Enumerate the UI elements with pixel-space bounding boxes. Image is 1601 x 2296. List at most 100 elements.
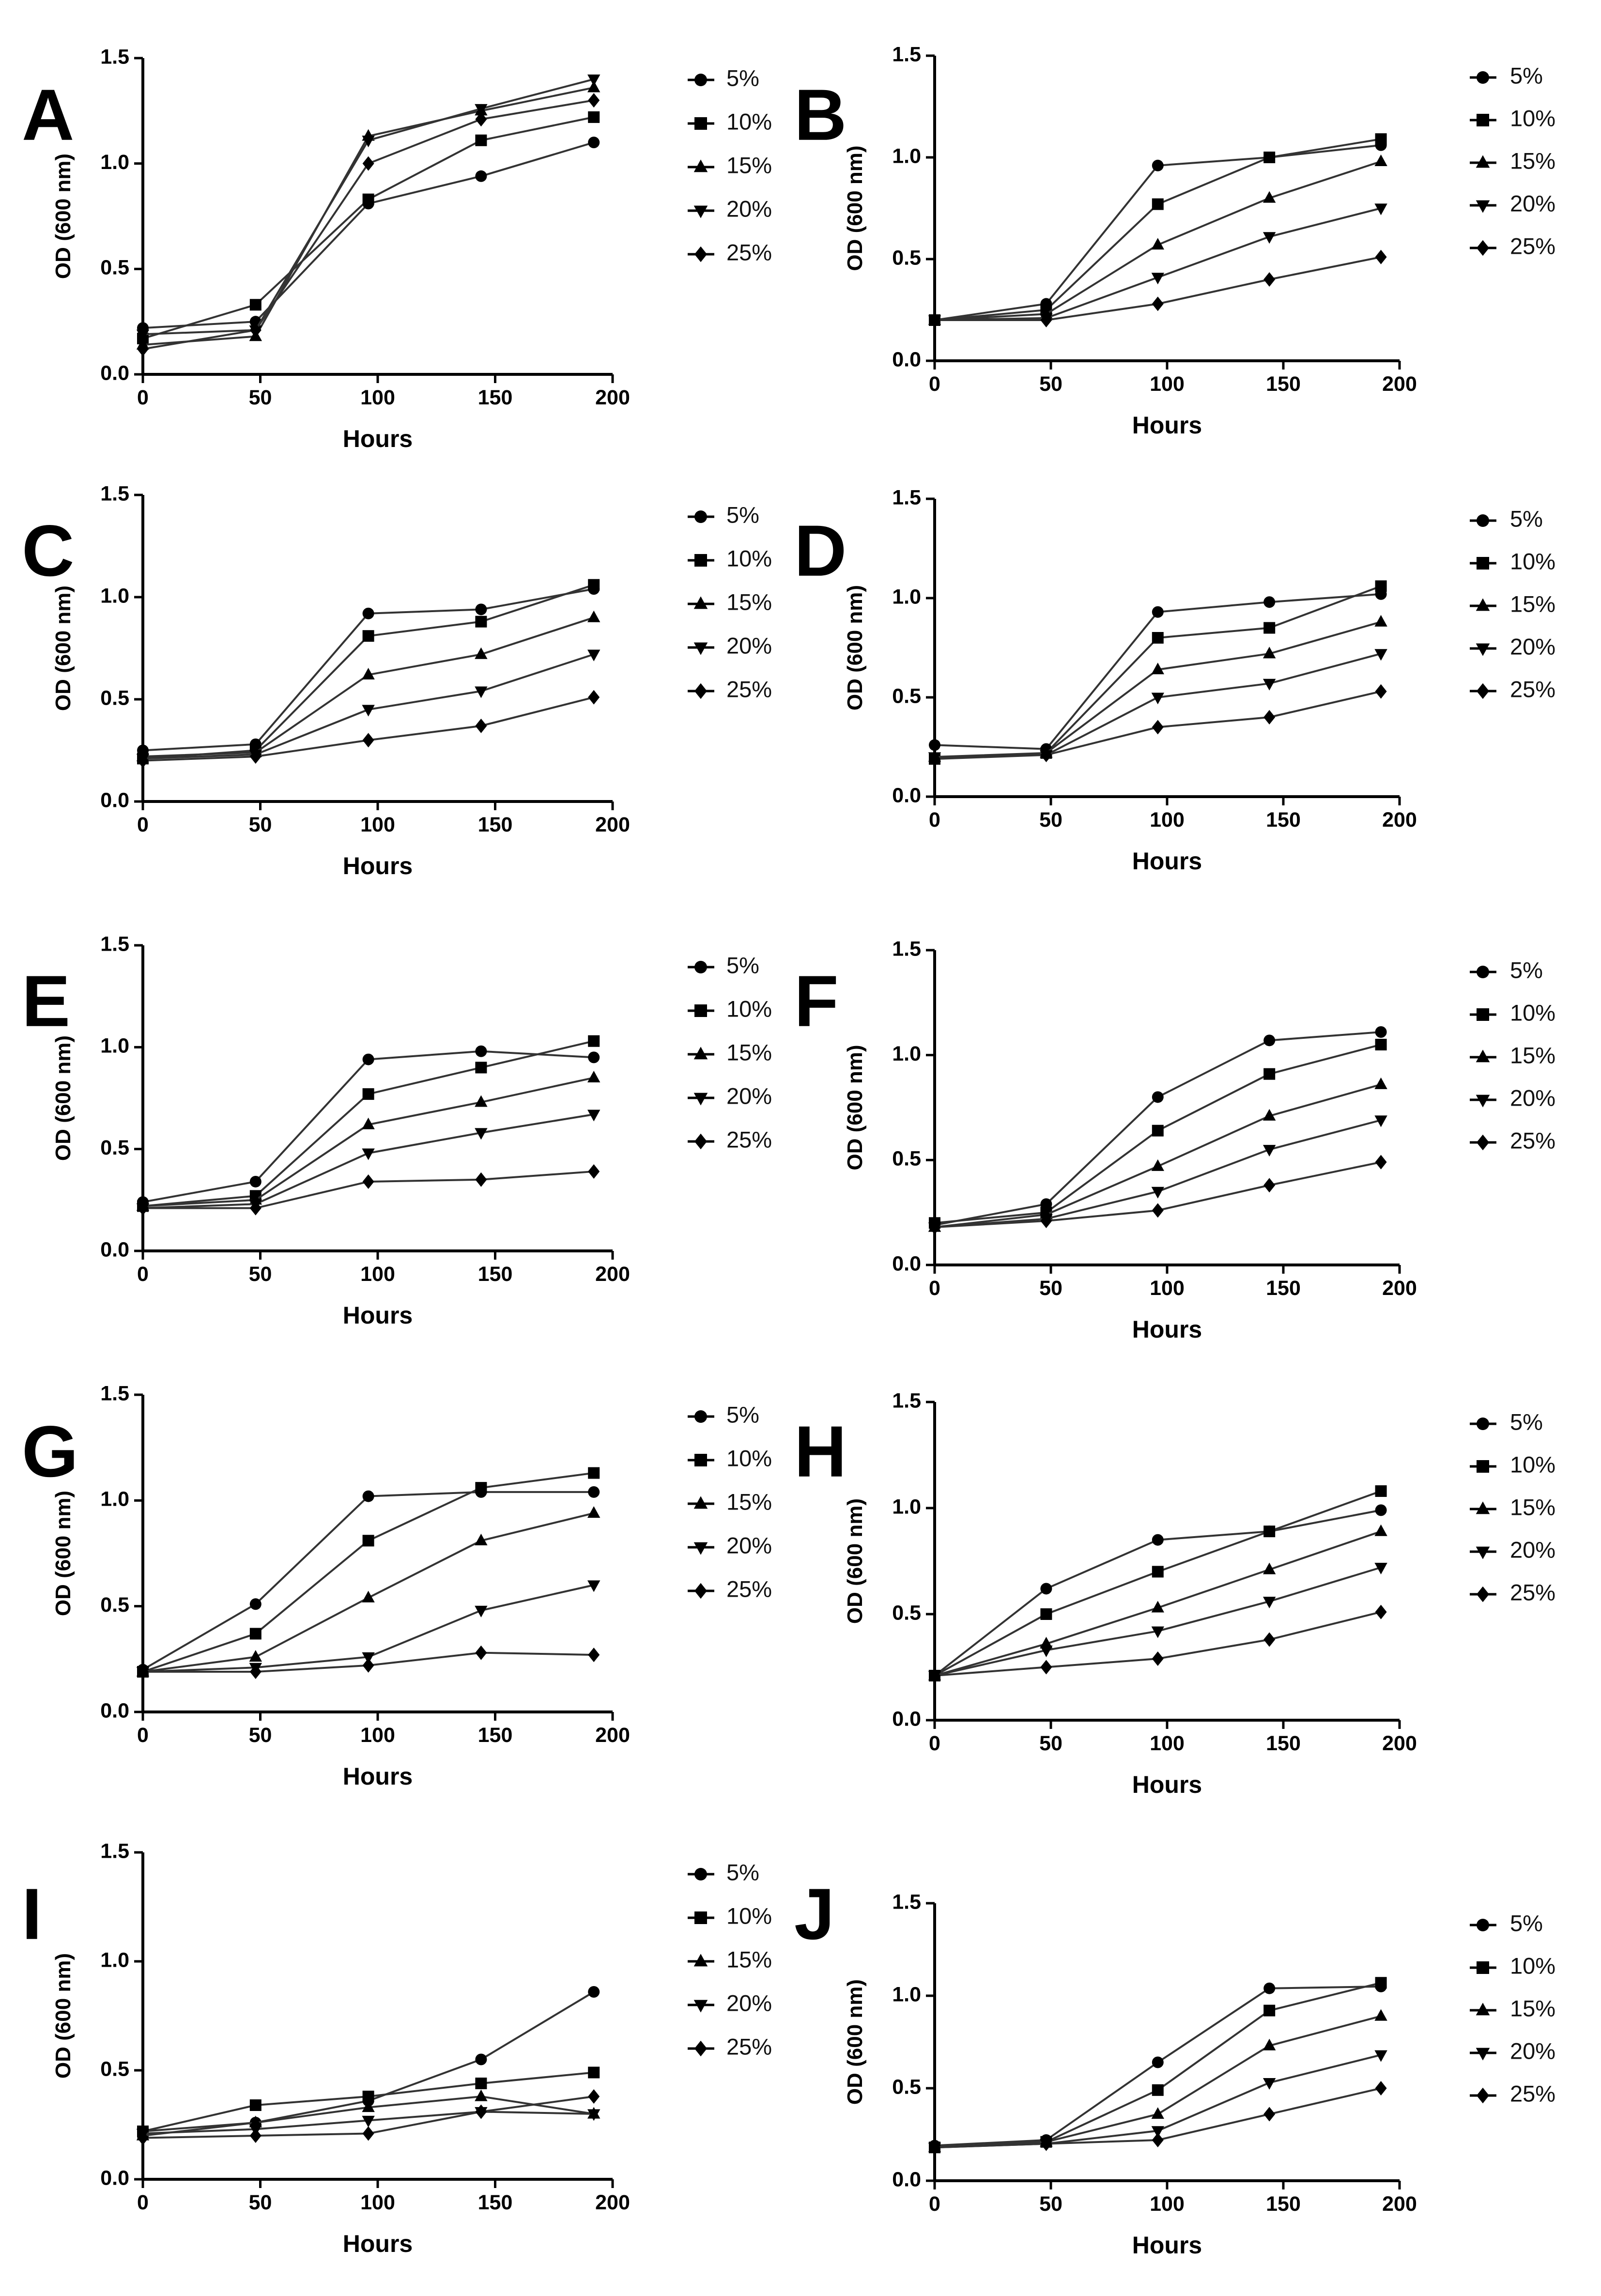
legend-item: 25%: [1470, 233, 1555, 259]
legend-label: 10%: [1510, 1953, 1555, 1978]
panel-g: G 0.0 0.5 1.0 1.5 0 50 100 150 200 Hours OD (600 nm…: [22, 1382, 772, 1790]
legend-item: 10%: [1470, 1953, 1555, 1978]
data-point: [1152, 1091, 1164, 1103]
x-axis-title: Hours: [1132, 2232, 1202, 2259]
y-tick-label: 1.0: [100, 1034, 129, 1058]
data-point: [362, 1088, 374, 1100]
data-point: [362, 1490, 374, 1502]
y-tick-label: 0.0: [100, 2166, 129, 2189]
y-axis-title: OD (600 nm): [843, 1979, 867, 2105]
legend-label: 20%: [1510, 1085, 1555, 1110]
data-point: [588, 93, 600, 108]
legend-marker: [1476, 1501, 1490, 1514]
data-point: [1152, 2084, 1164, 2096]
legend-marker: [1477, 240, 1489, 256]
data-point: [1263, 1109, 1276, 1121]
data-point: [137, 753, 149, 768]
data-point: [475, 603, 487, 616]
x-tick-label: 50: [249, 1724, 272, 1747]
x-axis-title: Hours: [1132, 848, 1202, 875]
y-tick-label: 0.5: [892, 1147, 921, 1171]
data-point: [1040, 1660, 1052, 1675]
legend-label: 25%: [726, 676, 772, 702]
y-tick-label: 0.5: [100, 2057, 129, 2080]
data-point: [475, 134, 487, 146]
data-point: [249, 2115, 262, 2127]
legend-label: 15%: [726, 1946, 772, 1972]
legend-label: 25%: [1510, 233, 1555, 259]
data-point: [1152, 606, 1164, 618]
data-point: [1263, 1562, 1276, 1574]
data-point: [249, 1175, 262, 1187]
legend-label: 15%: [1510, 1042, 1555, 1068]
x-tick-label: 150: [1266, 1277, 1301, 1300]
legend-label: 5%: [1510, 1409, 1543, 1434]
legend-item: 15%: [688, 1039, 772, 1065]
series-line-5pct: [934, 144, 1381, 321]
legend-item: 15%: [1470, 1042, 1555, 1068]
legend-marker: [694, 74, 707, 86]
data-point: [1263, 2004, 1276, 2017]
data-point: [249, 1201, 262, 1216]
legend-item: 10%: [688, 1445, 772, 1471]
data-point: [1375, 249, 1387, 264]
data-point: [1151, 2107, 1164, 2119]
data-point: [362, 156, 374, 171]
data-point: [1040, 1583, 1052, 1595]
y-tick-label: 0.5: [892, 1601, 921, 1624]
legend-item: 5%: [1470, 1409, 1543, 1434]
legend-item: 10%: [688, 996, 772, 1021]
data-point: [475, 104, 488, 116]
x-tick-label: 200: [1382, 1277, 1417, 1300]
legend-marker: [694, 683, 707, 699]
x-tick-label: 0: [137, 386, 149, 409]
data-point: [1263, 2078, 1276, 2090]
data-point: [587, 1071, 600, 1083]
panel-e: E 0.0 0.5 1.0 1.5 0 50 100 150 200 Hours OD (600 nm…: [22, 932, 772, 1329]
data-point: [249, 2128, 262, 2143]
data-point: [249, 299, 262, 311]
legend-label: 5%: [1510, 62, 1543, 88]
data-point: [587, 649, 600, 662]
x-tick-label: 100: [1150, 372, 1185, 396]
data-point: [1263, 2038, 1276, 2050]
data-point: [1375, 2081, 1387, 2096]
legend-marker: [694, 1583, 707, 1599]
data-point: [1263, 152, 1276, 163]
legend-item: 20%: [688, 1532, 772, 1558]
data-point: [1375, 1155, 1387, 1170]
x-tick-label: 150: [1266, 1732, 1301, 1755]
panel-letter: I: [22, 1873, 42, 1955]
legend-label: 10%: [726, 108, 772, 134]
legend-label: 25%: [726, 2034, 772, 2059]
data-point: [362, 705, 375, 717]
data-point: [1375, 684, 1387, 699]
data-point: [1375, 1039, 1387, 1050]
legend-item: 15%: [688, 1946, 772, 1972]
legend-marker: [694, 510, 707, 523]
data-point: [1263, 191, 1276, 203]
panel-d: D 0.0 0.5 1.0 1.5 0 50 100 150 200 Hours OD (600 nm…: [794, 486, 1555, 875]
data-point: [1374, 1077, 1387, 1089]
legend-marker: [1477, 1586, 1489, 1603]
data-point: [1374, 1563, 1387, 1575]
data-point: [587, 610, 600, 622]
legend-item: 15%: [1470, 591, 1555, 616]
legend-marker: [1477, 683, 1489, 699]
legend-marker: [1476, 598, 1490, 611]
data-point: [929, 739, 940, 751]
legend-item: 15%: [688, 1489, 772, 1514]
legend-marker: [694, 1911, 707, 1924]
legend-marker: [693, 1093, 708, 1106]
legend-label: 20%: [726, 1532, 772, 1558]
data-point: [1151, 238, 1164, 250]
x-tick-label: 200: [595, 386, 630, 409]
x-tick-label: 50: [1039, 372, 1062, 396]
data-point: [475, 1172, 487, 1187]
legend-label: 20%: [1510, 1537, 1555, 1562]
legend-marker: [694, 554, 707, 567]
legend-marker: [693, 1954, 708, 1967]
data-point: [588, 2066, 600, 2079]
data-point: [1263, 1982, 1276, 1994]
y-axis-title: OD (600 nm): [843, 585, 867, 710]
